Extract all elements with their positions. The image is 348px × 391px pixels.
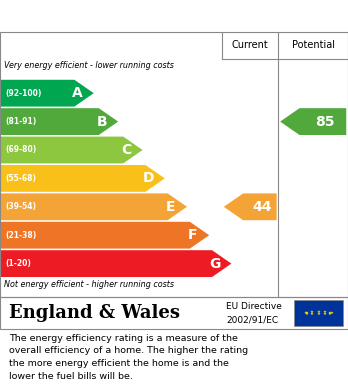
Text: (39-54): (39-54) bbox=[5, 202, 36, 211]
Text: ★: ★ bbox=[316, 312, 321, 316]
Text: ★: ★ bbox=[316, 310, 321, 314]
Text: (21-38): (21-38) bbox=[5, 231, 37, 240]
Polygon shape bbox=[280, 108, 346, 135]
Text: Potential: Potential bbox=[292, 40, 335, 50]
Text: (1-20): (1-20) bbox=[5, 259, 31, 268]
Text: Energy Efficiency Rating: Energy Efficiency Rating bbox=[9, 7, 238, 25]
Polygon shape bbox=[1, 108, 118, 135]
Text: 2002/91/EC: 2002/91/EC bbox=[226, 316, 278, 325]
Text: G: G bbox=[209, 256, 221, 271]
Text: ★: ★ bbox=[330, 311, 334, 315]
Polygon shape bbox=[1, 136, 143, 163]
Polygon shape bbox=[1, 250, 231, 277]
Text: A: A bbox=[72, 86, 83, 100]
Polygon shape bbox=[1, 165, 165, 192]
Text: 85: 85 bbox=[315, 115, 334, 129]
Text: (69-80): (69-80) bbox=[5, 145, 37, 154]
Text: ★: ★ bbox=[328, 310, 332, 315]
Text: ★: ★ bbox=[305, 310, 309, 315]
Text: ★: ★ bbox=[328, 312, 332, 316]
Text: (55-68): (55-68) bbox=[5, 174, 36, 183]
Text: ★: ★ bbox=[310, 312, 314, 316]
Polygon shape bbox=[1, 80, 94, 107]
Polygon shape bbox=[1, 222, 209, 249]
Polygon shape bbox=[224, 194, 277, 220]
Text: EU Directive: EU Directive bbox=[226, 301, 282, 310]
Text: ★: ★ bbox=[305, 312, 309, 316]
Text: ★: ★ bbox=[323, 310, 327, 314]
Text: ★: ★ bbox=[303, 311, 307, 315]
Text: C: C bbox=[121, 143, 131, 157]
Text: ★: ★ bbox=[310, 310, 314, 314]
Text: D: D bbox=[143, 171, 154, 185]
Text: 44: 44 bbox=[252, 200, 271, 214]
Text: (81-91): (81-91) bbox=[5, 117, 37, 126]
FancyBboxPatch shape bbox=[294, 300, 343, 326]
Text: E: E bbox=[166, 200, 175, 214]
Text: Current: Current bbox=[232, 40, 269, 50]
Text: The energy efficiency rating is a measure of the
overall efficiency of a home. T: The energy efficiency rating is a measur… bbox=[9, 334, 248, 381]
Text: England & Wales: England & Wales bbox=[9, 304, 180, 322]
Text: ★: ★ bbox=[323, 312, 327, 316]
Text: (92-100): (92-100) bbox=[5, 89, 42, 98]
Text: B: B bbox=[96, 115, 107, 129]
Text: Not energy efficient - higher running costs: Not energy efficient - higher running co… bbox=[4, 280, 174, 289]
Text: F: F bbox=[188, 228, 197, 242]
Text: Very energy efficient - lower running costs: Very energy efficient - lower running co… bbox=[4, 61, 174, 70]
Polygon shape bbox=[1, 194, 187, 220]
